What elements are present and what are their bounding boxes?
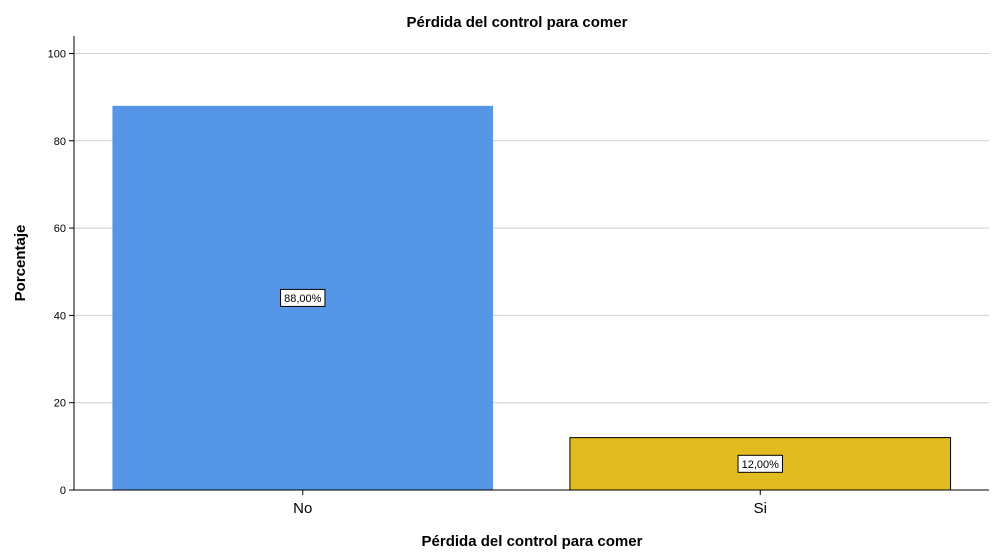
y-tick-labels: 0 20 40 60 80 100: [48, 48, 74, 497]
data-label-box: [280, 288, 326, 307]
x-tick-label: No: [293, 500, 312, 517]
x-axis-title: Pérdida del control para comer: [422, 533, 643, 550]
chart-title: Pérdida del control para comer: [407, 14, 628, 31]
y-tick-label: 60: [54, 223, 66, 235]
data-labels: 88,00% 12,00%: [280, 288, 783, 473]
data-label-box: [737, 454, 783, 473]
bars: [112, 105, 952, 491]
y-tick-label: 100: [48, 48, 66, 60]
y-tick-label: 0: [60, 485, 66, 497]
y-axis-title: Porcentaje: [12, 225, 29, 302]
x-tick-labels: No Si: [293, 490, 767, 517]
axes: [73, 36, 989, 491]
data-label: 88,00%: [280, 288, 326, 307]
data-label-text: 88,00%: [284, 293, 322, 305]
y-tick-label: 40: [54, 310, 66, 322]
x-tick-label: Si: [754, 500, 767, 517]
y-tick-label: 20: [54, 398, 66, 410]
data-label: 12,00%: [737, 454, 783, 473]
data-label-text: 12,00%: [742, 459, 780, 471]
y-tick-label: 80: [54, 136, 66, 148]
